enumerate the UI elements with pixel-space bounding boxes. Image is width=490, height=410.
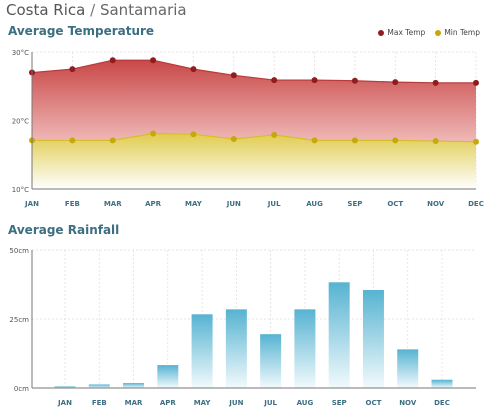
min-temp-point[interactable] xyxy=(109,137,116,144)
x-tick-label: DEC xyxy=(468,200,484,208)
rainfall-bar[interactable] xyxy=(294,309,316,388)
x-tick-label: JUN xyxy=(228,399,243,407)
x-tick-label: OCT xyxy=(366,399,382,407)
x-tick-label: AUG xyxy=(306,200,323,208)
max-temp-dot-icon xyxy=(378,29,385,36)
page-title: Costa Rica / Santamaria xyxy=(6,1,187,19)
min-temp-point[interactable] xyxy=(150,130,157,137)
rainfall-bar[interactable] xyxy=(431,379,453,388)
max-temp-point[interactable] xyxy=(392,79,399,86)
rainfall-bar[interactable] xyxy=(54,386,76,388)
y-tick-label: 30°C xyxy=(12,49,29,57)
min-temp-point[interactable] xyxy=(271,131,278,138)
x-tick-label: MAY xyxy=(194,399,212,407)
min-temp-point[interactable] xyxy=(351,137,358,144)
max-temp-point[interactable] xyxy=(190,66,197,73)
min-temp-point[interactable] xyxy=(432,138,439,145)
max-temp-area xyxy=(32,60,476,142)
rainfall-bar[interactable] xyxy=(157,365,179,388)
min-temp-point[interactable] xyxy=(69,137,76,144)
max-temp-point[interactable] xyxy=(432,79,439,86)
max-temp-line xyxy=(31,59,476,84)
x-tick-label: SEP xyxy=(332,399,347,407)
max-temp-point[interactable] xyxy=(109,57,116,64)
rainfall-bar[interactable] xyxy=(191,314,213,388)
x-tick-label: NOV xyxy=(399,399,417,407)
x-tick-label: JUL xyxy=(267,200,281,208)
x-tick-label: APR xyxy=(145,200,162,208)
y-tick-label: 10°C xyxy=(12,186,29,194)
max-temp-point[interactable] xyxy=(150,57,157,64)
max-temp-point[interactable] xyxy=(351,77,358,84)
legend-max[interactable]: Max Temp xyxy=(378,28,425,37)
min-temp-point[interactable] xyxy=(230,135,237,142)
title-separator: / xyxy=(90,1,96,19)
y-tick-label: 25cm xyxy=(9,316,29,324)
min-temp-point[interactable] xyxy=(392,137,399,144)
y-tick-label: 20°C xyxy=(12,118,29,126)
min-temp-point[interactable] xyxy=(311,137,318,144)
rainfall-chart-title: Average Rainfall xyxy=(8,223,120,237)
x-tick-label: JAN xyxy=(57,399,72,407)
x-tick-label: JAN xyxy=(24,200,39,208)
min-temp-point[interactable] xyxy=(473,138,479,145)
rainfall-bar[interactable] xyxy=(260,334,282,388)
x-tick-label: MAY xyxy=(185,200,203,208)
max-temp-point[interactable] xyxy=(230,72,237,79)
rainfall-chart: 0cm 25cm 50cm JAN FEB MAR APR MAY JUN JUL AUG SEP OC… xyxy=(9,247,476,407)
x-tick-label: JUN xyxy=(226,200,241,208)
temperature-chart: 10°C 20°C 30°C JAN FEB MAR APR MAY JUN JUL AUG SEP O… xyxy=(12,49,484,208)
x-tick-label: DEC xyxy=(434,399,450,407)
country-name: Costa Rica xyxy=(6,1,86,19)
y-tick-label: 0cm xyxy=(14,385,29,393)
rainfall-bar[interactable] xyxy=(88,384,110,388)
min-temp-line xyxy=(32,132,477,143)
max-temp-point[interactable] xyxy=(271,77,278,84)
min-temp-dot-icon xyxy=(435,29,442,36)
x-tick-label: APR xyxy=(160,399,177,407)
y-tick-label: 50cm xyxy=(9,247,29,255)
x-tick-label: AUG xyxy=(297,399,314,407)
rainfall-bar[interactable] xyxy=(123,383,145,388)
temperature-chart-title: Average Temperature xyxy=(8,24,155,38)
max-temp-point[interactable] xyxy=(311,77,318,84)
max-temp-point[interactable] xyxy=(69,66,76,73)
legend-min-label: Min Temp xyxy=(444,28,480,37)
x-tick-label: NOV xyxy=(427,200,445,208)
max-temp-point[interactable] xyxy=(473,79,479,86)
x-tick-label: FEB xyxy=(92,399,107,407)
x-tick-label: SEP xyxy=(347,200,362,208)
rainfall-bar[interactable] xyxy=(225,309,247,388)
temperature-legend: Max Temp Min Temp xyxy=(378,28,480,37)
x-tick-label: OCT xyxy=(387,200,403,208)
min-temp-area xyxy=(32,133,476,189)
rainfall-bar[interactable] xyxy=(397,349,419,388)
x-tick-label: JUL xyxy=(263,399,277,407)
x-tick-label: MAR xyxy=(125,399,143,407)
rainfall-bar[interactable] xyxy=(328,282,350,388)
legend-min[interactable]: Min Temp xyxy=(435,28,480,37)
x-tick-label: MAR xyxy=(104,200,122,208)
city-name: Santamaria xyxy=(99,1,187,19)
x-tick-label: FEB xyxy=(65,200,80,208)
min-temp-point[interactable] xyxy=(190,131,197,138)
rainfall-bar[interactable] xyxy=(362,290,384,388)
legend-max-label: Max Temp xyxy=(387,28,426,37)
